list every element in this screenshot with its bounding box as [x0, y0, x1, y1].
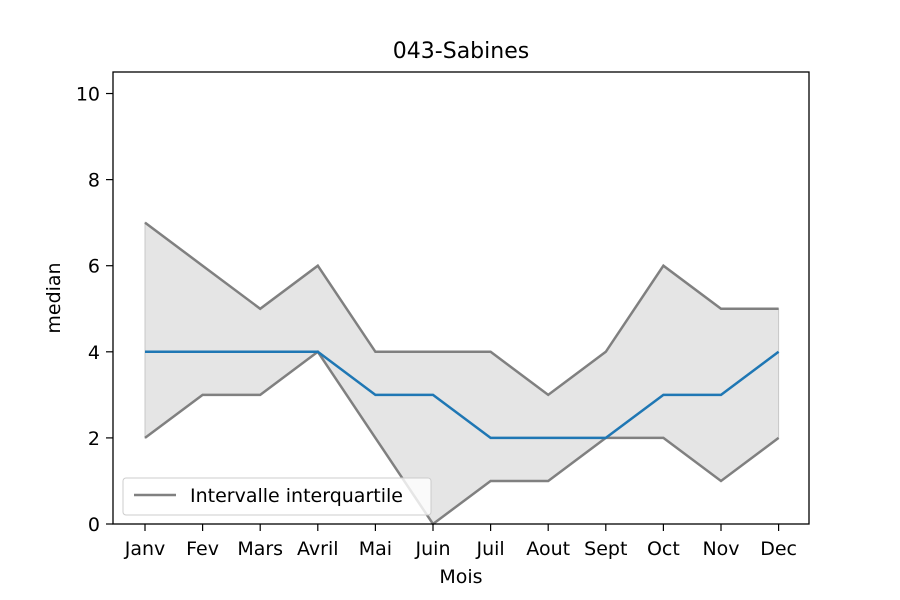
x-tick-label: Juil	[475, 538, 504, 560]
y-tick-label: 6	[88, 256, 100, 278]
y-axis: 0 2 4 6 8 10	[76, 84, 113, 536]
x-axis-title: Mois	[439, 566, 482, 588]
median-line	[145, 350, 780, 440]
legend-label-interquartile: Intervalle interquartile	[190, 485, 403, 507]
x-tick-label: Nov	[702, 538, 739, 560]
chart-title: 043-Sabines	[393, 39, 529, 64]
y-tick-label: 8	[88, 170, 100, 192]
x-tick-label: Fev	[186, 538, 219, 560]
x-tick-label: Dec	[760, 538, 797, 560]
x-tick-label: Oct	[647, 538, 680, 560]
x-axis: Janv Fev Mars Avril Mai Juin Juil Aout Sept Oct No…	[124, 524, 797, 560]
x-tick-label: Aout	[526, 538, 570, 560]
x-tick-label: Mars	[237, 538, 283, 560]
x-tick-label: Janv	[124, 538, 166, 560]
x-tick-label: Sept	[584, 538, 627, 560]
x-tick-label: Avril	[297, 538, 339, 560]
legend-box	[122, 477, 432, 516]
y-tick-label: 10	[76, 84, 100, 106]
y-tick-label: 2	[88, 428, 100, 450]
y-tick-label: 4	[88, 342, 100, 364]
y-tick-label: 0	[88, 514, 100, 536]
q3-line	[144, 221, 779, 397]
x-tick-label: Juin	[415, 538, 451, 560]
y-axis-title: median	[43, 262, 65, 333]
x-tick-label: Mai	[359, 538, 392, 560]
legend: Intervalle interquartile	[122, 477, 432, 516]
plot-frame	[112, 71, 810, 525]
q1-line	[144, 350, 780, 526]
median-layer	[144, 350, 780, 440]
